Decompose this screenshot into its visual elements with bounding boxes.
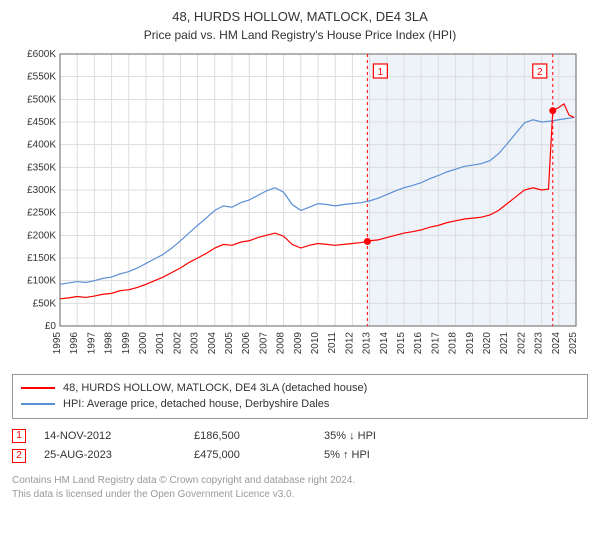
svg-text:£100K: £100K (27, 275, 56, 286)
svg-text:2009: 2009 (293, 331, 304, 354)
legend-swatch-1 (21, 403, 55, 405)
svg-text:2025: 2025 (568, 331, 579, 354)
svg-text:2005: 2005 (224, 331, 235, 354)
svg-text:2007: 2007 (258, 331, 269, 354)
sales-table: 1 14-NOV-2012 £186,500 35% ↓ HPI 2 25-AU… (12, 427, 588, 467)
svg-text:2: 2 (537, 67, 543, 78)
svg-text:2010: 2010 (310, 331, 321, 354)
sale-price: £475,000 (194, 446, 324, 466)
sale-price: £186,500 (194, 427, 324, 447)
svg-text:1996: 1996 (69, 331, 80, 354)
svg-text:2015: 2015 (396, 331, 407, 354)
chart-plot: £0 £50K £100K £150K £200K £250K £300K £350K £400… (12, 48, 588, 368)
sale-marker-2: 2 (12, 449, 26, 463)
svg-text:£450K: £450K (27, 117, 56, 128)
svg-text:2014: 2014 (379, 331, 390, 354)
svg-text:2006: 2006 (241, 331, 252, 354)
legend-item: 48, HURDS HOLLOW, MATLOCK, DE4 3LA (deta… (21, 380, 579, 397)
svg-text:£400K: £400K (27, 139, 56, 150)
chart-svg: £0 £50K £100K £150K £200K £250K £300K £350K £400… (12, 48, 588, 368)
legend-label-0: 48, HURDS HOLLOW, MATLOCK, DE4 3LA (deta… (63, 380, 367, 397)
svg-text:2019: 2019 (465, 331, 476, 354)
legend: 48, HURDS HOLLOW, MATLOCK, DE4 3LA (deta… (12, 374, 588, 419)
svg-text:2016: 2016 (413, 331, 424, 354)
sale-date: 14-NOV-2012 (44, 427, 194, 447)
svg-text:£200K: £200K (27, 230, 56, 241)
sale-date: 25-AUG-2023 (44, 446, 194, 466)
svg-text:2023: 2023 (534, 331, 545, 354)
legend-item: HPI: Average price, detached house, Derb… (21, 396, 579, 413)
svg-text:£0: £0 (45, 321, 57, 332)
sale-rel: 35% ↓ HPI (324, 427, 444, 447)
chart-title: 48, HURDS HOLLOW, MATLOCK, DE4 3LA (12, 8, 588, 26)
svg-text:2008: 2008 (276, 331, 287, 354)
svg-text:£500K: £500K (27, 94, 56, 105)
sale-row: 2 25-AUG-2023 £475,000 5% ↑ HPI (12, 446, 588, 466)
svg-text:1997: 1997 (86, 331, 97, 354)
svg-text:2004: 2004 (207, 331, 218, 354)
svg-text:£600K: £600K (27, 49, 56, 60)
svg-text:2011: 2011 (327, 331, 338, 353)
svg-text:2013: 2013 (362, 331, 373, 354)
svg-text:1: 1 (378, 67, 384, 78)
footer-line1: Contains HM Land Registry data © Crown c… (12, 474, 588, 488)
svg-text:1998: 1998 (104, 331, 115, 354)
svg-text:2001: 2001 (155, 331, 166, 354)
svg-text:2000: 2000 (138, 331, 149, 354)
svg-text:£550K: £550K (27, 71, 56, 82)
svg-text:£250K: £250K (27, 207, 56, 218)
footer-line2: This data is licensed under the Open Gov… (12, 488, 588, 502)
svg-text:£50K: £50K (33, 298, 57, 309)
svg-text:2012: 2012 (344, 331, 355, 354)
legend-label-1: HPI: Average price, detached house, Derb… (63, 396, 329, 413)
sale-marker-1: 1 (12, 429, 26, 443)
svg-text:2021: 2021 (499, 331, 510, 354)
svg-text:2020: 2020 (482, 331, 493, 354)
svg-text:2003: 2003 (190, 331, 201, 354)
svg-text:1995: 1995 (52, 331, 63, 354)
svg-text:2017: 2017 (430, 331, 441, 354)
svg-text:2018: 2018 (448, 331, 459, 354)
svg-text:£300K: £300K (27, 185, 56, 196)
svg-text:2024: 2024 (551, 331, 562, 354)
sale-rel: 5% ↑ HPI (324, 446, 444, 466)
svg-text:£350K: £350K (27, 162, 56, 173)
svg-text:2022: 2022 (516, 331, 527, 354)
chart-subtitle: Price paid vs. HM Land Registry's House … (12, 28, 588, 42)
footer: Contains HM Land Registry data © Crown c… (12, 474, 588, 501)
legend-swatch-0 (21, 387, 55, 389)
svg-text:£150K: £150K (27, 253, 56, 264)
sale-row: 1 14-NOV-2012 £186,500 35% ↓ HPI (12, 427, 588, 447)
svg-text:1999: 1999 (121, 331, 132, 354)
svg-text:2002: 2002 (172, 331, 183, 354)
